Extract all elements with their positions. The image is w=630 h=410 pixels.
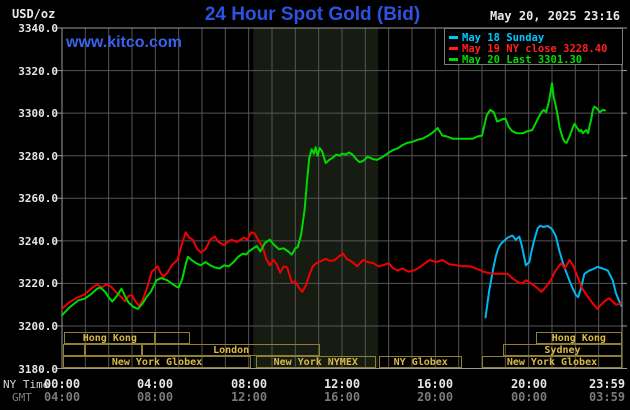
legend-item-may20: May 20 Last 3301.30 — [449, 53, 583, 66]
legend-dash-icon — [449, 36, 458, 39]
series-may20-line — [61, 82, 606, 317]
x-tick-gmt: 08:00 — [136, 390, 174, 404]
x-tick-gmt: 04:00 — [43, 390, 81, 404]
y-axis-tick-label: 3180.0 — [18, 362, 58, 376]
session-box — [155, 332, 191, 344]
session-box-new-york-globex: New York Globex — [63, 356, 251, 368]
x-tick-gmt: 12:00 — [230, 390, 268, 404]
y-axis-tick-label: 3300.0 — [18, 107, 58, 121]
session-box — [85, 344, 143, 356]
y-axis-tick-label: 3320.0 — [18, 64, 58, 78]
x-tick-ny-time: 08:00 — [230, 377, 268, 391]
chart-legend: May 18 Sunday May 19 NY close 3228.40 Ma… — [444, 28, 623, 66]
x-axis-ny-time-label: NY Time — [3, 378, 50, 391]
legend-dash-icon — [449, 47, 458, 50]
kitco-watermark-link[interactable]: www.kitco.com — [66, 34, 182, 51]
session-box-new-york-nymex: New York NYMEX — [255, 356, 376, 368]
x-tick-ny-time: 12:00 — [323, 377, 361, 391]
x-tick-ny-time: 04:00 — [136, 377, 174, 391]
y-axis-tick-label: 3260.0 — [18, 192, 58, 206]
x-tick-gmt: 20:00 — [416, 390, 454, 404]
session-box-new-york-globex: New York Globex — [481, 356, 622, 368]
legend-label: May 19 NY close 3228.40 — [462, 42, 608, 55]
session-box — [63, 344, 86, 356]
x-tick-ny-time: 00:00 — [43, 377, 81, 391]
y-axis-unit-label: USD/oz — [12, 7, 56, 21]
series-may19-line — [61, 231, 622, 310]
legend-dash-icon — [449, 58, 458, 61]
legend-label: May 18 Sunday — [462, 31, 545, 44]
legend-item-may19: May 19 NY close 3228.40 — [449, 42, 608, 55]
x-tick-ny-time: 20:00 — [510, 377, 548, 391]
x-tick-ny-time: 23:59 — [588, 377, 626, 391]
x-tick-gmt: 00:00 — [510, 390, 548, 404]
legend-label: May 20 Last 3301.30 — [462, 53, 583, 66]
x-tick-gmt: 03:59 — [588, 390, 626, 404]
y-axis-tick-label: 3200.0 — [18, 319, 58, 333]
session-box-hong-kong: Hong Kong — [64, 332, 156, 344]
y-axis-tick-label: 3340.0 — [18, 22, 58, 35]
chart-timestamp: May 20, 2025 23:16 — [489, 9, 620, 23]
y-axis-tick-label: 3240.0 — [18, 234, 58, 248]
series-may18-line — [484, 224, 623, 319]
x-tick-gmt: 16:00 — [323, 390, 361, 404]
y-axis-tick-label: 3280.0 — [18, 149, 58, 163]
x-axis-gmt-label: GMT — [12, 391, 32, 404]
x-tick-ny-time: 16:00 — [416, 377, 454, 391]
legend-item-may18: May 18 Sunday — [449, 31, 545, 44]
page-title: 24 Hour Spot Gold (Bid) — [204, 4, 421, 25]
session-box-sydney: Sydney — [502, 344, 622, 356]
session-box-hong-kong: Hong Kong — [535, 332, 622, 344]
session-box-london: London — [142, 344, 320, 356]
session-box-ny-globex: NY Globex — [379, 356, 463, 368]
y-axis-tick-label: 3220.0 — [18, 277, 58, 291]
